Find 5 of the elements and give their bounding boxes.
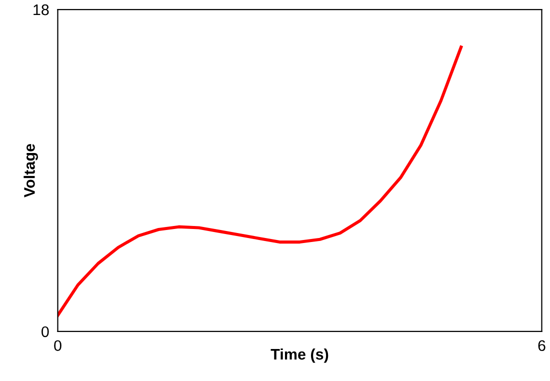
- line-series: [58, 46, 463, 317]
- y-tick-label: 18: [34, 4, 49, 16]
- x-tick-label: 6: [538, 340, 546, 352]
- x-axis-title: Time (s): [270, 348, 328, 363]
- y-axis-title: Voltage: [24, 144, 38, 198]
